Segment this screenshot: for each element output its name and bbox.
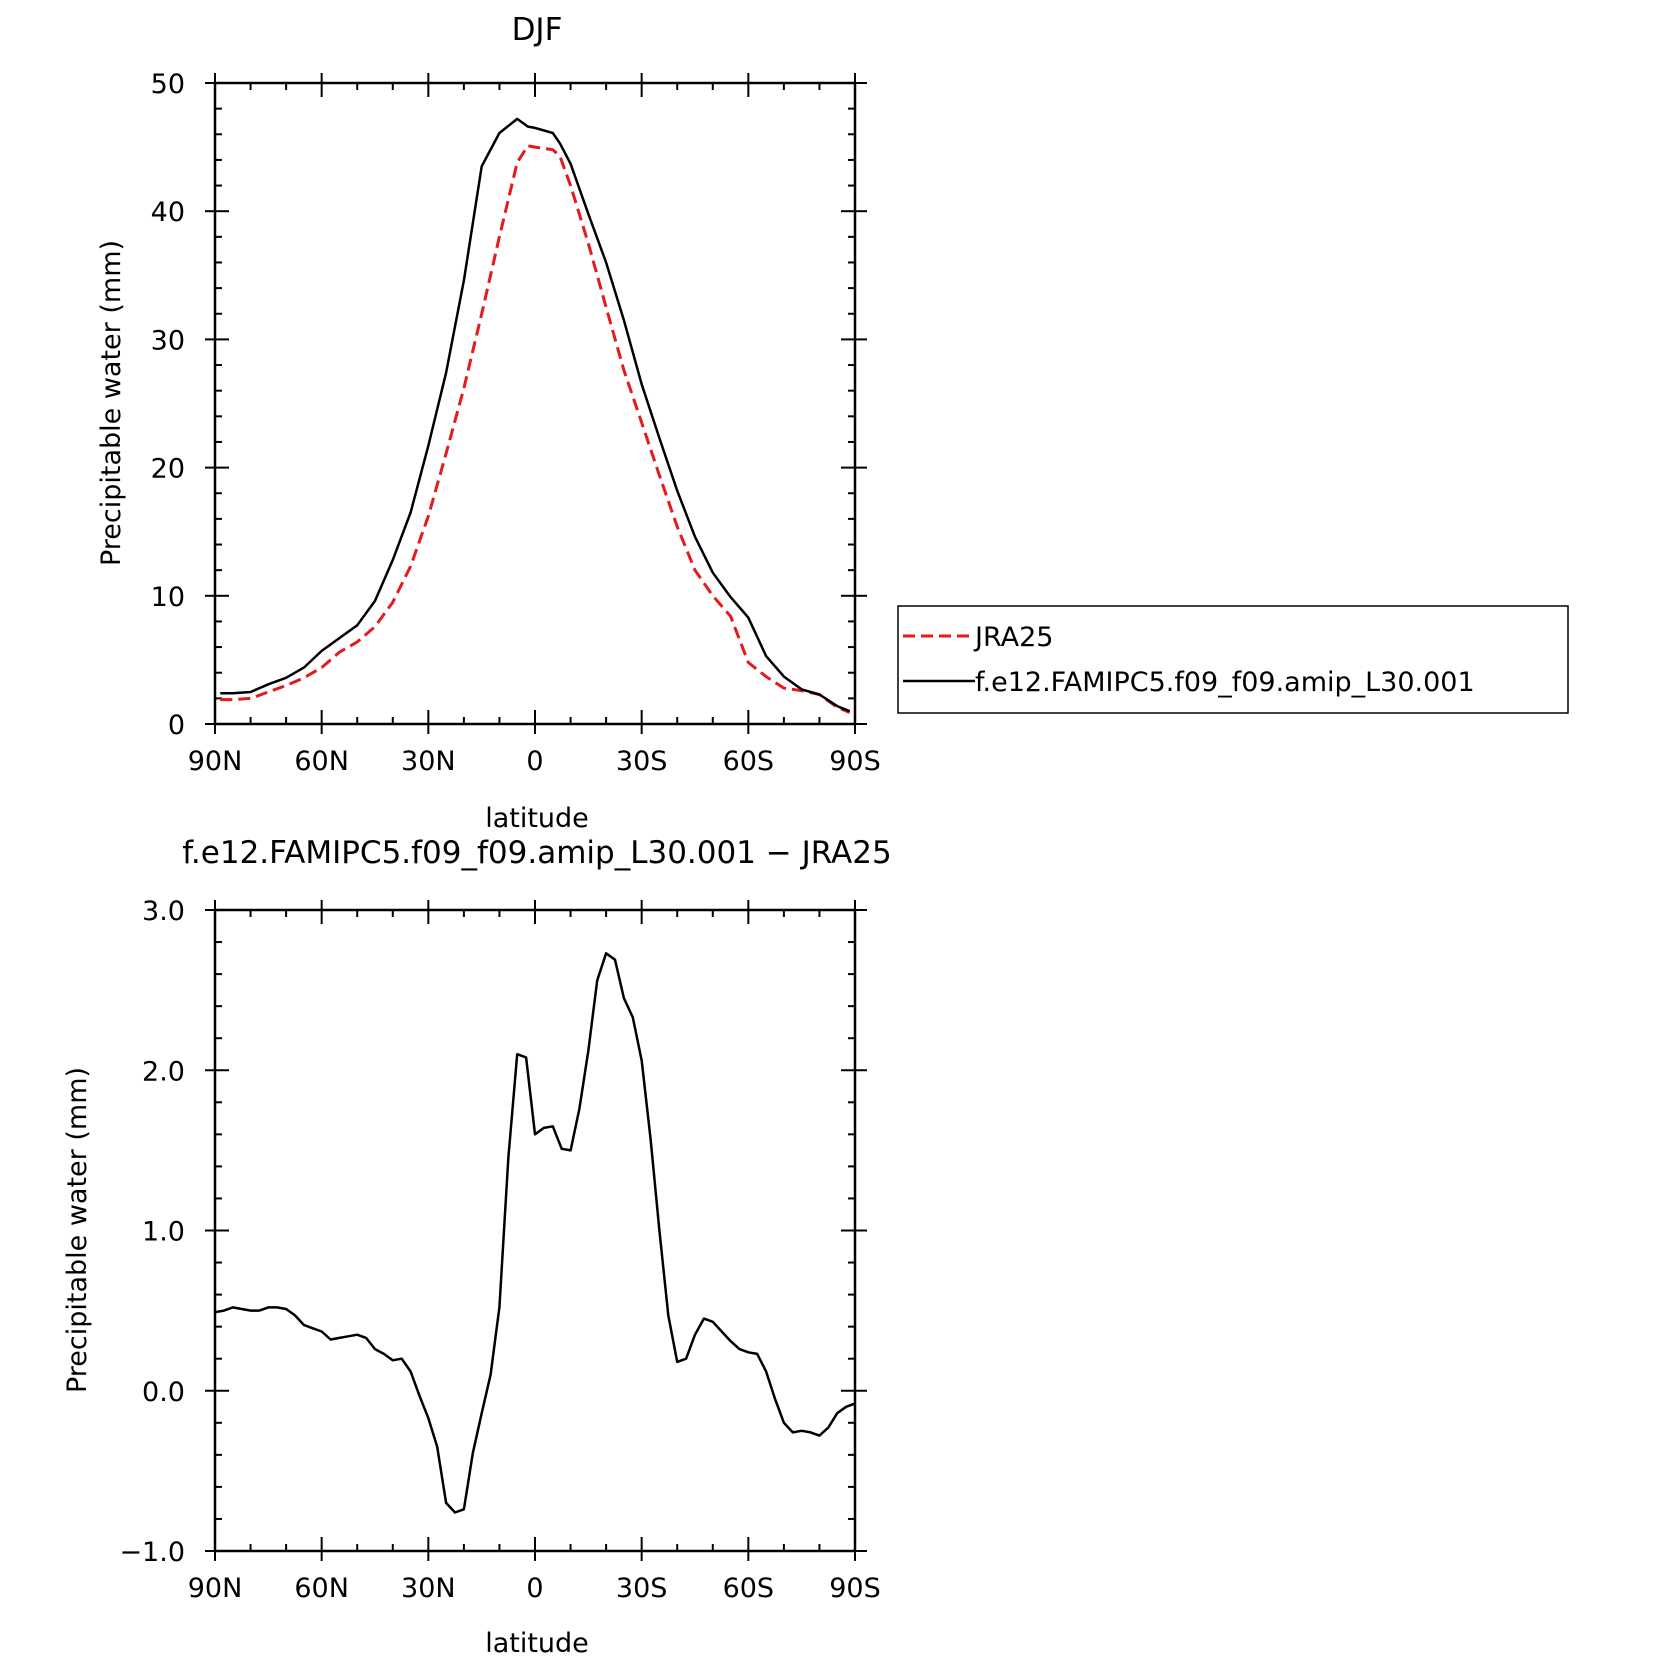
x-tick-label-bottom: 30N [401,1573,456,1604]
panel-top: DJF 90N 60N 30N 0 30S 60S 90S 0 10 20 30 40 50 Preci… [96,12,881,834]
legend-label-jra25: JRA25 [973,622,1053,653]
y-tick-label-bottom: 1.0 [142,1217,185,1248]
x-tick-label-top: 30S [616,746,668,777]
series-group-top [220,117,851,714]
x-tick-label-top: 30N [401,746,456,777]
x-tick-label-top: 90N [188,746,243,777]
panel-bottom: f.e12.FAMIPC5.f09_f09.amip_L30.001 − JRA… [62,835,892,1658]
axis-ticks-top: 90N 60N 30N 0 30S 60S 90S 0 10 20 30 40 50 [151,69,881,777]
plot-frame-bottom [213,908,857,1553]
y-tick-label-bottom: 0.0 [142,1377,185,1408]
x-tick-label-bottom: 30S [616,1573,668,1604]
xlabel-top: latitude [485,803,589,834]
x-tick-label-bottom: 0 [526,1573,543,1604]
y-tick-label-top: 10 [151,582,185,613]
y-tick-label-top: 30 [151,325,185,356]
x-tick-label-top: 60S [723,746,775,777]
x-tick-label-bottom: 60S [723,1573,775,1604]
series-group-bottom [214,952,856,1514]
y-tick-label-bottom: 2.0 [142,1056,185,1087]
y-tick-label-top: 20 [151,454,185,485]
legend: JRA25 f.e12.FAMIPC5.f09_f09.amip_L30.001 [897,605,1569,714]
series-line-top-1 [220,117,851,713]
y-tick-label-top: 50 [151,69,185,100]
x-tick-label-top: 0 [526,746,543,777]
plot-frame-top [213,81,857,726]
x-tick-label-bottom: 90S [829,1573,881,1604]
legend-frame [897,605,1569,714]
axis-ticks-bottom: 90N 60N 30N 0 30S 60S 90S −1.0 0.0 1.0 2.0 3.0 [119,896,880,1604]
ylabel-bottom: Precipitable water (mm) [62,1067,93,1393]
series-line-bottom-0 [214,952,856,1514]
y-tick-label-bottom: 3.0 [142,896,185,927]
y-tick-label-bottom: −1.0 [119,1537,185,1568]
x-tick-label-bottom: 90N [188,1573,243,1604]
ylabel-top: Precipitable water (mm) [96,240,127,566]
chart-title-top: DJF [512,12,563,48]
chart-title-bottom: f.e12.FAMIPC5.f09_f09.amip_L30.001 − JRA… [182,835,891,871]
x-tick-label-bottom: 60N [294,1573,349,1604]
y-tick-label-top: 40 [151,197,185,228]
xlabel-bottom: latitude [485,1628,589,1658]
legend-label-model: f.e12.FAMIPC5.f09_f09.amip_L30.001 [975,667,1475,698]
series-line-top-0 [220,144,851,714]
x-tick-label-top: 90S [829,746,881,777]
x-tick-label-top: 60N [294,746,349,777]
y-tick-label-top: 0 [168,710,185,741]
